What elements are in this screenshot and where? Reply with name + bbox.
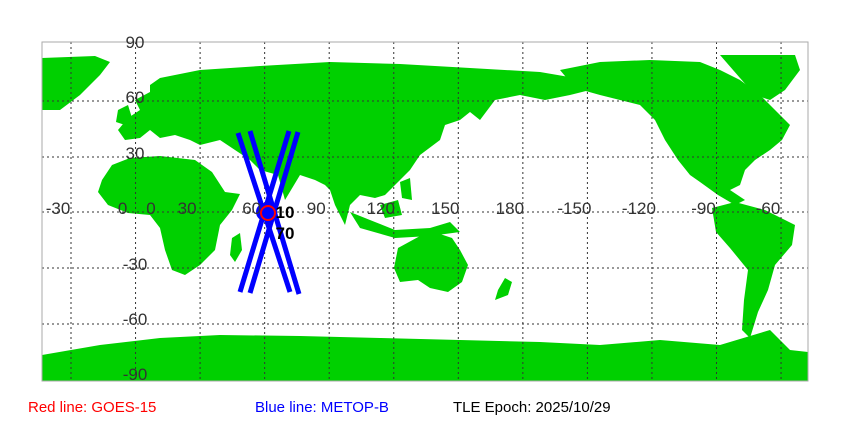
goes-15-position-marker [260,205,276,221]
land-masses [42,55,808,381]
metop-b-position-marker [256,203,274,221]
greenland [720,55,800,100]
philippines [400,178,412,200]
greenland-west [42,56,110,110]
lat-label: -30 [123,255,148,274]
tle-epoch: TLE Epoch: 2025/10/29 [453,399,611,416]
marker-label: 70 [276,224,295,243]
lon-label: 150 [431,199,459,218]
map-frame [41,41,809,382]
latitude-labels: 90 60 30 0 -30 -60 -90 [123,33,156,384]
indonesia [350,212,460,238]
lon-label: -30 [46,199,71,218]
lon-label: -120 [622,199,656,218]
new-zealand [495,278,512,300]
lon-label: -90 [691,199,716,218]
north-america [560,60,790,205]
lat-label: -90 [123,365,148,384]
world-map: 90 60 30 0 -30 -60 -90 -30 0 30 60 90 120 150 1… [41,33,809,384]
lon-label: 60 [242,199,261,218]
south-america [712,202,795,338]
britain [116,105,132,125]
lat-label: 60 [126,88,145,107]
australia [394,234,468,292]
lon-label: -60 [756,199,781,218]
lon-label: 0 [118,199,127,218]
madagascar [230,233,242,262]
borneo [380,200,402,218]
lat-label: -60 [123,310,148,329]
legend-metop-b: Blue line: METOP-B [255,399,389,416]
lat-label: 30 [126,144,145,163]
marker-label: 10 [276,203,295,222]
africa [98,156,240,275]
lat-label: 0 [146,199,155,218]
lat-label: 90 [126,33,145,52]
longitude-labels: -30 0 30 60 90 120 150 180 -150 -120 -90 -60 [46,199,781,218]
legend-goes-15: Red line: GOES-15 [28,399,157,416]
lon-label: 180 [496,199,524,218]
lon-label: -150 [557,199,591,218]
eurasia [118,62,590,225]
antarctica [42,330,808,381]
japan [415,118,440,155]
graticule [42,42,808,381]
lon-label: 120 [367,199,395,218]
lon-label: 90 [307,199,326,218]
lon-label: 30 [178,199,197,218]
